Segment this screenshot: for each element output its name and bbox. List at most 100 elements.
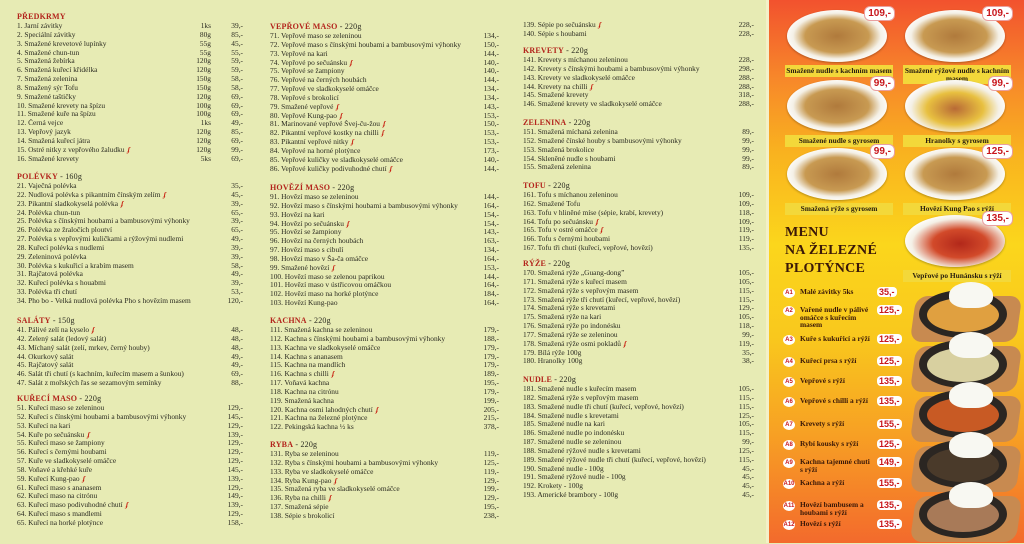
item-name: 170. Smažená rýže „Guang-dong”: [523, 269, 728, 278]
featured-dish: 109,- Smažené rýžové nudle s kachním mase…: [899, 6, 1013, 85]
chili-icon: ʄ: [375, 405, 379, 414]
item-name: 103. Hovězí Kung-pao: [270, 299, 473, 308]
item-price: 125,-: [877, 334, 902, 344]
item-label: 79. Smažené vepřové: [270, 102, 334, 111]
item-name: 113. Kachna ve sladkokyselé omáčce: [270, 344, 473, 353]
item-price: 134,-: [483, 92, 499, 102]
featured-dish: 99,- Hranolky s gyrosem: [899, 76, 1013, 147]
item-label: 175. Smažená rýže na kari: [523, 313, 602, 322]
item-name: 8. Smažený sýr Tofu: [17, 84, 181, 93]
item-name: 112. Kachna s čínskými houbami a bambuso…: [270, 335, 473, 344]
item-label: 14. Smažená kuřecí játra: [17, 136, 91, 145]
item-label: 15. Ostré nitky z vepřového žaludku: [17, 145, 125, 154]
item-price: 129,-: [227, 420, 243, 430]
item-price: 153,-: [483, 262, 499, 272]
item-label: 146. Smažené krevety ve sladkokyselé omá…: [523, 100, 662, 109]
item-price: 129,-: [227, 456, 243, 466]
section-heading: KACHNA - 220g: [270, 316, 499, 326]
item-code: A12: [783, 520, 795, 530]
dish-caption: Smažené rýžové nudle s kachním masem: [903, 65, 1011, 85]
menu-item: 138. Sépie s brokolicí 238,-: [270, 510, 499, 521]
item-name: 62. Kuřecí maso na citrónu: [17, 492, 217, 501]
item-name: 167. Tofu tři chutí (kuřecí, vepřové, ho…: [523, 244, 728, 253]
menu-item: 80. Vepřové Kung-pao ʄ 153,-: [270, 111, 499, 121]
menu-item: 137. Smažená sépie 195,-: [270, 502, 499, 512]
item-name: 74. Vepřové po sečuánsku ʄ: [270, 59, 473, 68]
menu-item: 192. Krokety - 100g 45,-: [523, 481, 754, 491]
item-name: 56. Kuřecí s černými houbami: [17, 448, 217, 457]
menu-item: 85. Vepřové kuličky ve sladkokyselé omáč…: [270, 155, 499, 165]
chili-icon: ʄ: [163, 190, 166, 199]
item-label: 101. Hovězí maso v ústřicovou omáčkou: [270, 281, 392, 290]
menu-item: 51. Kuřecí maso se zeleninou 129,-: [17, 403, 243, 413]
item-name: 181. Smažené nudle s kuřecím masem: [523, 385, 728, 394]
item-label: 21. Vaječná polévka: [17, 182, 77, 190]
price-badge: 99,-: [869, 144, 895, 159]
item-name: 145. Smažené krevety: [523, 91, 728, 100]
item-portion: 1ks: [200, 118, 211, 128]
menu-item: 81. Marinované vepřové Švej-ču-žou ʄ 150,-: [270, 120, 499, 129]
item-label: 139. Sépie po sečuánsku: [523, 21, 596, 29]
menu-item: 24. Polévka chun-tun 65,-: [17, 208, 243, 218]
item-price: 298,-: [738, 63, 754, 73]
item-name: 73. Vepřové na kari: [270, 50, 473, 59]
item-label: 153. Smažená brokolice: [523, 145, 595, 154]
item-label: 33. Polévka tři chutí: [17, 288, 77, 297]
item-label: 178. Smažená rýže osmi pokladů: [523, 339, 621, 348]
menu-item: 95. Hovězí se žampiony 143,-: [270, 228, 499, 237]
item-name: 63. Kuřecí maso podivuhodné chutí ʄ: [17, 501, 217, 510]
item-label: 12. Černá vejce: [17, 119, 64, 128]
item-name: 118. Kachna na citrónu: [270, 388, 473, 397]
heading-weight: - 220g: [552, 375, 577, 384]
chili-icon: ʄ: [590, 82, 593, 91]
item-price: 164,-: [483, 253, 499, 263]
item-price: 144,-: [483, 271, 499, 281]
item-price: 35,-: [742, 347, 754, 357]
item-name: 100. Hovězí maso se zelenou paprikou: [270, 273, 473, 282]
menu-item: 186. Smažené nudle po indonésku 115,-: [523, 428, 754, 438]
menu-item: 176. Smažená rýže po indonésku 118,-: [523, 321, 754, 331]
item-label: 99. Smažené hovězí: [270, 263, 330, 272]
item-label: 172. Smažená rýže s vepřovým masem: [523, 286, 639, 295]
item-name: 27. Polévka s vepřovými kuličkami a rýžo…: [17, 235, 217, 244]
item-price: 105,-: [738, 276, 754, 286]
item-name: Kuře s kukuřicí a rýží: [800, 334, 870, 343]
menu-item: 145. Smažené krevety 318,-: [523, 91, 754, 100]
sizzling-plate-photo: [909, 382, 1023, 444]
menu-item: 83. Pikantní vepřové nitky ʄ 153,-: [270, 137, 499, 147]
heading-weight: - 220g: [546, 259, 571, 268]
section-heading: RYBA - 220g: [270, 440, 499, 450]
section-ryba: RYBA - 220g 131. Ryba se zeleninou 119,- 13…: [270, 440, 499, 521]
item-label: 117. Voňavá kachna: [270, 379, 330, 388]
item-name: 59. Kuřecí Kung-pao ʄ: [17, 475, 217, 484]
item-portion: 120g: [196, 127, 211, 137]
item-label: 170. Smažená rýže „Guang-dong”: [523, 269, 625, 277]
item-name: 114. Kachna s ananasem: [270, 353, 473, 362]
item-price: 238,-: [483, 510, 499, 520]
menu-item: 59. Kuřecí Kung-pao ʄ 139,-: [17, 474, 243, 484]
item-name: 6. Smažená kuřecí křidélka: [17, 66, 181, 75]
menu-item: 154. Skleněné nudle s houbami 99,-: [523, 154, 754, 164]
item-name: 80. Vepřové Kung-pao ʄ: [270, 112, 473, 121]
item-label: 145. Smažené krevety: [523, 91, 589, 100]
section-heading: KUŘECÍ MASO - 220g: [17, 394, 243, 404]
dish-caption: Hovězí Kung Pao s rýží: [903, 203, 1011, 215]
item-label: 74. Vepřové po sečuánsku: [270, 58, 348, 67]
item-label: 9. Smažené taštičky: [17, 92, 76, 101]
menu-item: 153. Smažená brokolice 99,-: [523, 145, 754, 155]
menu-item: 22. Nudlová polévka s pikantním čínským …: [17, 190, 243, 200]
item-label: 53. Kuřecí na kari: [17, 421, 71, 430]
item-price: 105,-: [738, 419, 754, 429]
item-label: 193. Americké brambory - 100g: [523, 491, 619, 500]
item-price: 115,-: [738, 285, 754, 295]
item-name: 55. Kuřecí maso se žampiony: [17, 439, 217, 448]
item-price: 140,-: [483, 66, 499, 76]
menu-item: 112. Kachna s čínskými houbami a bambuso…: [270, 334, 499, 344]
item-price: 199,-: [483, 484, 499, 494]
menu-item: 179. Bílá rýže 100g 35,-: [523, 347, 754, 358]
item-portion: 120g: [196, 56, 211, 66]
heading-title: NUDLE: [523, 375, 553, 384]
item-portion: 100g: [196, 100, 211, 110]
item-name: Hovězí bambusem a houbami s rýží: [800, 500, 864, 517]
item-price: 145,-: [227, 464, 243, 474]
